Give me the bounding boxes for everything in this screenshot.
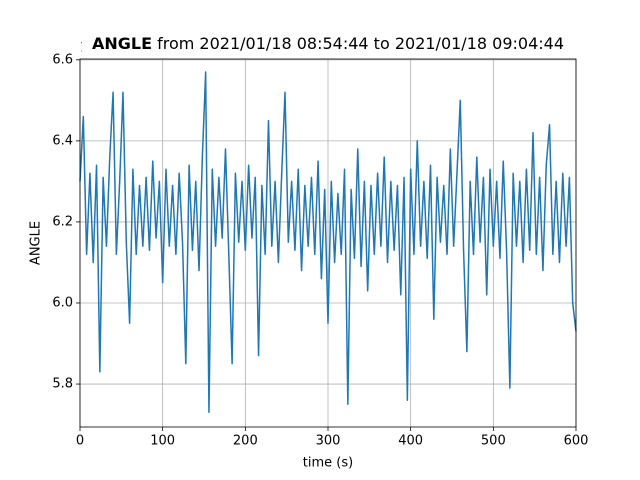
- x-axis-label: time (s): [303, 456, 353, 471]
- x-tick-label: 100: [150, 434, 175, 449]
- chart-title: ANGLE from 2021/01/18 08:54:44 to 2021/0…: [92, 34, 564, 53]
- title-rest: from 2021/01/18 08:54:44 to 2021/01/18 0…: [157, 34, 564, 53]
- y-axis-label: ANGLE: [29, 221, 44, 265]
- x-tick-label: 200: [233, 434, 258, 449]
- y-tick-label: 5.8: [52, 377, 73, 392]
- y-tick-label: 6.0: [52, 295, 73, 310]
- x-tick-label: 300: [316, 434, 341, 449]
- x-tick-label: 500: [481, 434, 506, 449]
- y-tick-label: 6.6: [52, 52, 73, 67]
- x-tick-label: 600: [564, 434, 589, 449]
- data-line: [79, 71, 577, 414]
- title-backdrop: [82, 34, 576, 54]
- x-tick-label: 400: [398, 434, 423, 449]
- title-bold: ANGLE: [92, 34, 152, 53]
- y-tick-label: 6.4: [52, 133, 73, 148]
- y-tick-label: 6.2: [52, 214, 73, 229]
- axes-frame: [79, 58, 577, 428]
- x-tick-label: 0: [76, 434, 84, 449]
